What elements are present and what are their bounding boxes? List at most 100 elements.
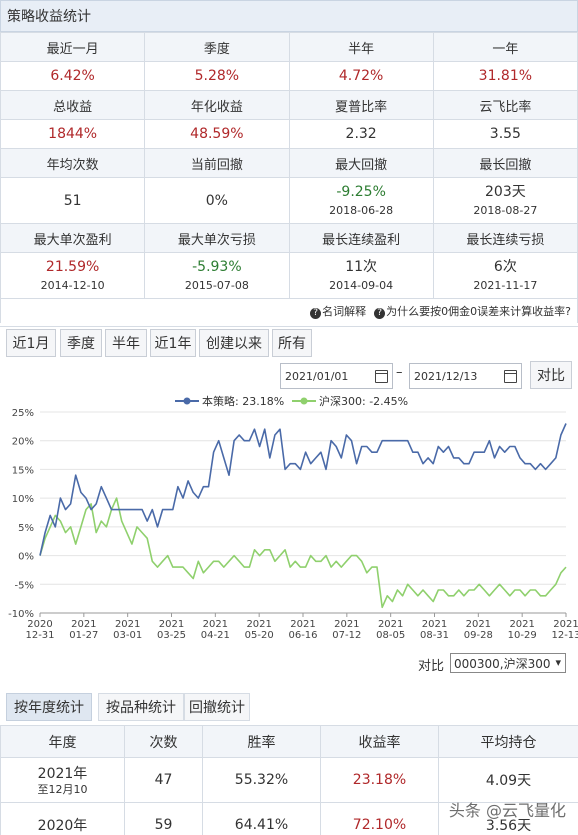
stat-label: 最近一月 [0, 32, 146, 62]
period-button-1y[interactable]: 近1年 [150, 329, 196, 357]
why-link[interactable]: ? 为什么要按0佣金0误差来计算收益率? [374, 303, 571, 319]
stat-value: 51 [63, 192, 82, 209]
x-tick-label: 12-31 [25, 630, 54, 641]
stat-label: 当前回撤 [144, 148, 290, 178]
stat-label: 一年 [432, 32, 578, 62]
start-date-input[interactable]: 2021/01/01 [280, 363, 393, 389]
date-separator: – [396, 365, 403, 380]
tab-by-product[interactable]: 按品种统计 [98, 693, 184, 721]
col-header-year: 年度 [0, 725, 125, 758]
y-tick-label: -10% [8, 609, 34, 620]
return-cell: 23.18% [320, 757, 439, 803]
stats-table: 最近一月 季度 半年 一年 6.42% 5.28% 4.72% 31.81% 总收益 年化收益 夏普… [0, 32, 578, 299]
stats-value-row: 6.42% 5.28% 4.72% 31.81% [0, 61, 578, 91]
series-line-strategy [39, 423, 567, 556]
col-header-return: 收益率 [320, 725, 439, 758]
tab-by-year[interactable]: 按年度统计 [6, 693, 92, 721]
year-cell: 2021年 [37, 766, 88, 782]
winrate-cell: 55.32% [202, 757, 321, 803]
avg-hold-cell: 3.56天 [438, 802, 578, 835]
stat-date: 2018-08-27 [473, 203, 538, 217]
x-tick-label: 2021 [466, 619, 491, 630]
stat-label: 夏普比率 [288, 90, 434, 120]
compare-row: 对比 000300,沪深300 ▾ [0, 653, 578, 677]
return-line-chart: 25%20%15%10%5%0%-5%-10%202012-31202101-2… [8, 408, 578, 641]
stat-value: 203天 [485, 183, 526, 200]
winrate-cell: 64.41% [202, 802, 321, 835]
chevron-down-icon: ▾ [555, 656, 561, 669]
x-tick-label: 2021 [246, 619, 271, 630]
stat-value: 4.72% [288, 61, 434, 91]
y-tick-label: 0% [18, 552, 34, 563]
stat-label: 年均次数 [0, 148, 146, 178]
series-line-benchmark [39, 497, 567, 609]
x-tick-label: 08-05 [376, 630, 405, 641]
stat-value: 1844% [0, 119, 146, 149]
x-tick-label: 12-13 [551, 630, 578, 641]
col-header-count: 次数 [124, 725, 203, 758]
stats-label-row: 最近一月 季度 半年 一年 [0, 32, 578, 62]
stat-value: -5.93% [192, 258, 242, 275]
panel-header: 策略收益统计 [0, 0, 578, 32]
y-tick-label: -5% [15, 580, 34, 591]
stat-label: 最长连续亏损 [432, 223, 578, 253]
table-row: 2020年 59 64.41% 72.10% 3.56天 [0, 802, 578, 835]
stat-value: 11次 [345, 258, 378, 275]
period-button-all[interactable]: 所有 [272, 329, 312, 357]
benchmark-select[interactable]: 000300,沪深300 ▾ [450, 653, 566, 673]
calendar-icon[interactable] [504, 370, 517, 383]
x-tick-label: 06-16 [288, 630, 317, 641]
x-tick-label: 2021 [290, 619, 315, 630]
y-tick-label: 10% [12, 494, 34, 505]
x-tick-label: 03-01 [113, 630, 142, 641]
x-tick-label: 2021 [334, 619, 359, 630]
stat-date: 2014-12-10 [40, 278, 105, 292]
stat-value: 2.32 [288, 119, 434, 149]
x-tick-label: 04-21 [201, 630, 230, 641]
chart-legend: 本策略: 23.18% 沪深300: -2.45% [0, 393, 578, 409]
x-tick-label: 03-25 [157, 630, 186, 641]
y-tick-label: 15% [12, 465, 34, 476]
stat-label: 总收益 [0, 90, 146, 120]
stat-value: 3.55 [432, 119, 578, 149]
x-tick-label: 2021 [115, 619, 140, 630]
col-header-winrate: 胜率 [202, 725, 321, 758]
stat-label: 最大回撤 [288, 148, 434, 178]
x-tick-label: 2020 [27, 619, 52, 630]
period-toolbar: 近1月 季度 半年 近1年 创建以来 所有 2021/01/01 – 2021/… [0, 326, 578, 389]
table-row: 2021年 至12月10 47 55.32% 23.18% 4.09天 [0, 757, 578, 803]
stats-label-row: 年均次数 当前回撤 最大回撤 最长回撤 [0, 148, 578, 178]
count-cell: 47 [124, 757, 203, 803]
stat-date: 2021-11-17 [473, 278, 538, 292]
help-links: ? 名词解释 ? 为什么要按0佣金0误差来计算收益率? [0, 299, 578, 323]
compare-apply-button[interactable]: 对比 [530, 361, 572, 389]
question-icon: ? [310, 308, 322, 319]
stat-value: 0% [205, 192, 228, 209]
stat-label: 最大单次盈利 [0, 223, 146, 253]
legend-item-strategy[interactable]: 本策略: 23.18% [175, 393, 284, 409]
x-tick-label: 05-20 [245, 630, 274, 641]
stats-label-row: 总收益 年化收益 夏普比率 云飞比率 [0, 90, 578, 120]
stats-value-row: 51 0% -9.25% 2018-06-28 203天 2018-08-27 [0, 177, 578, 224]
x-tick-label: 2021 [71, 619, 96, 630]
stat-label: 最长连续盈利 [288, 223, 434, 253]
period-button-halfyear[interactable]: 半年 [105, 329, 147, 357]
x-tick-label: 09-28 [464, 630, 493, 641]
y-tick-label: 25% [12, 408, 34, 419]
period-button-1m[interactable]: 近1月 [6, 329, 56, 357]
period-button-quarter[interactable]: 季度 [60, 329, 102, 357]
calendar-icon[interactable] [375, 370, 388, 383]
end-date-input[interactable]: 2021/12/13 [409, 363, 522, 389]
tab-drawdown[interactable]: 回撤统计 [184, 693, 250, 721]
x-tick-label: 2021 [509, 619, 534, 630]
count-cell: 59 [124, 802, 203, 835]
question-icon: ? [374, 308, 386, 319]
legend-item-benchmark[interactable]: 沪深300: -2.45% [292, 393, 408, 409]
year-stats-table: 年度 次数 胜率 收益率 平均持仓 2021年 至12月10 47 55.32% … [0, 725, 578, 835]
period-button-since-creation[interactable]: 创建以来 [199, 329, 269, 357]
stat-label: 最大单次亏损 [144, 223, 290, 253]
x-tick-label: 2021 [378, 619, 403, 630]
stat-value: 6.42% [0, 61, 146, 91]
glossary-link[interactable]: ? 名词解释 [310, 303, 366, 319]
x-tick-label: 10-29 [508, 630, 537, 641]
